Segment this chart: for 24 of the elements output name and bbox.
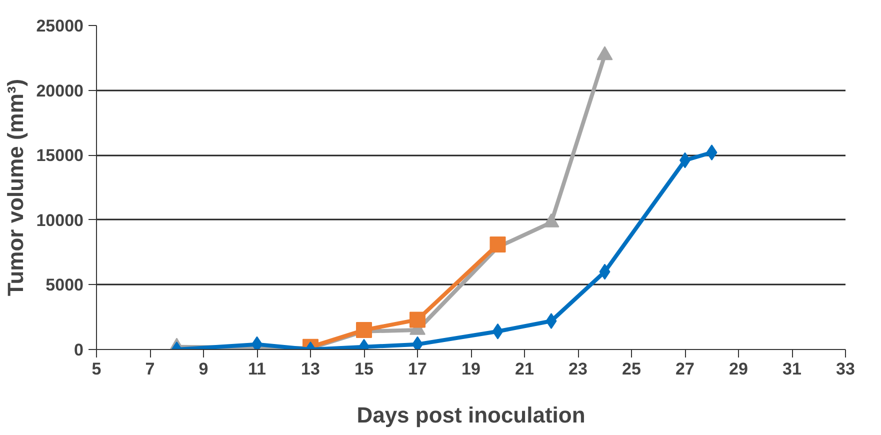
x-tick-label: 7 xyxy=(145,360,155,378)
x-tick-label: 5 xyxy=(92,360,102,378)
x-tick-label: 11 xyxy=(248,360,266,378)
x-tick-label: 27 xyxy=(676,360,694,378)
x-tick-label: 29 xyxy=(729,360,748,378)
x-tick-label: 9 xyxy=(198,360,208,378)
point xyxy=(410,312,426,328)
y-tick-label: 10000 xyxy=(36,210,84,230)
y-tick-label: 15000 xyxy=(36,146,84,166)
x-tick-label: 19 xyxy=(462,360,480,378)
x-tick-label: 33 xyxy=(836,360,855,378)
y-tick-label: 0 xyxy=(74,340,84,360)
y-tick-label: 5000 xyxy=(46,276,84,295)
x-tick-label: 13 xyxy=(301,360,320,378)
x-tick-label: 31 xyxy=(782,360,802,378)
x-tick-label: 21 xyxy=(515,360,534,378)
x-tick-label: 25 xyxy=(622,360,641,378)
y-tick-label: 25000 xyxy=(36,16,84,36)
x-tick-label: 23 xyxy=(568,360,588,378)
y-tick-label: 20000 xyxy=(36,81,84,100)
x-tick-label: 17 xyxy=(408,360,427,378)
x-tick-label: 15 xyxy=(354,360,374,378)
y-axis-title: Tumor volume (mm³) xyxy=(3,78,28,296)
x-axis-title: Days post inoculation xyxy=(356,402,586,428)
